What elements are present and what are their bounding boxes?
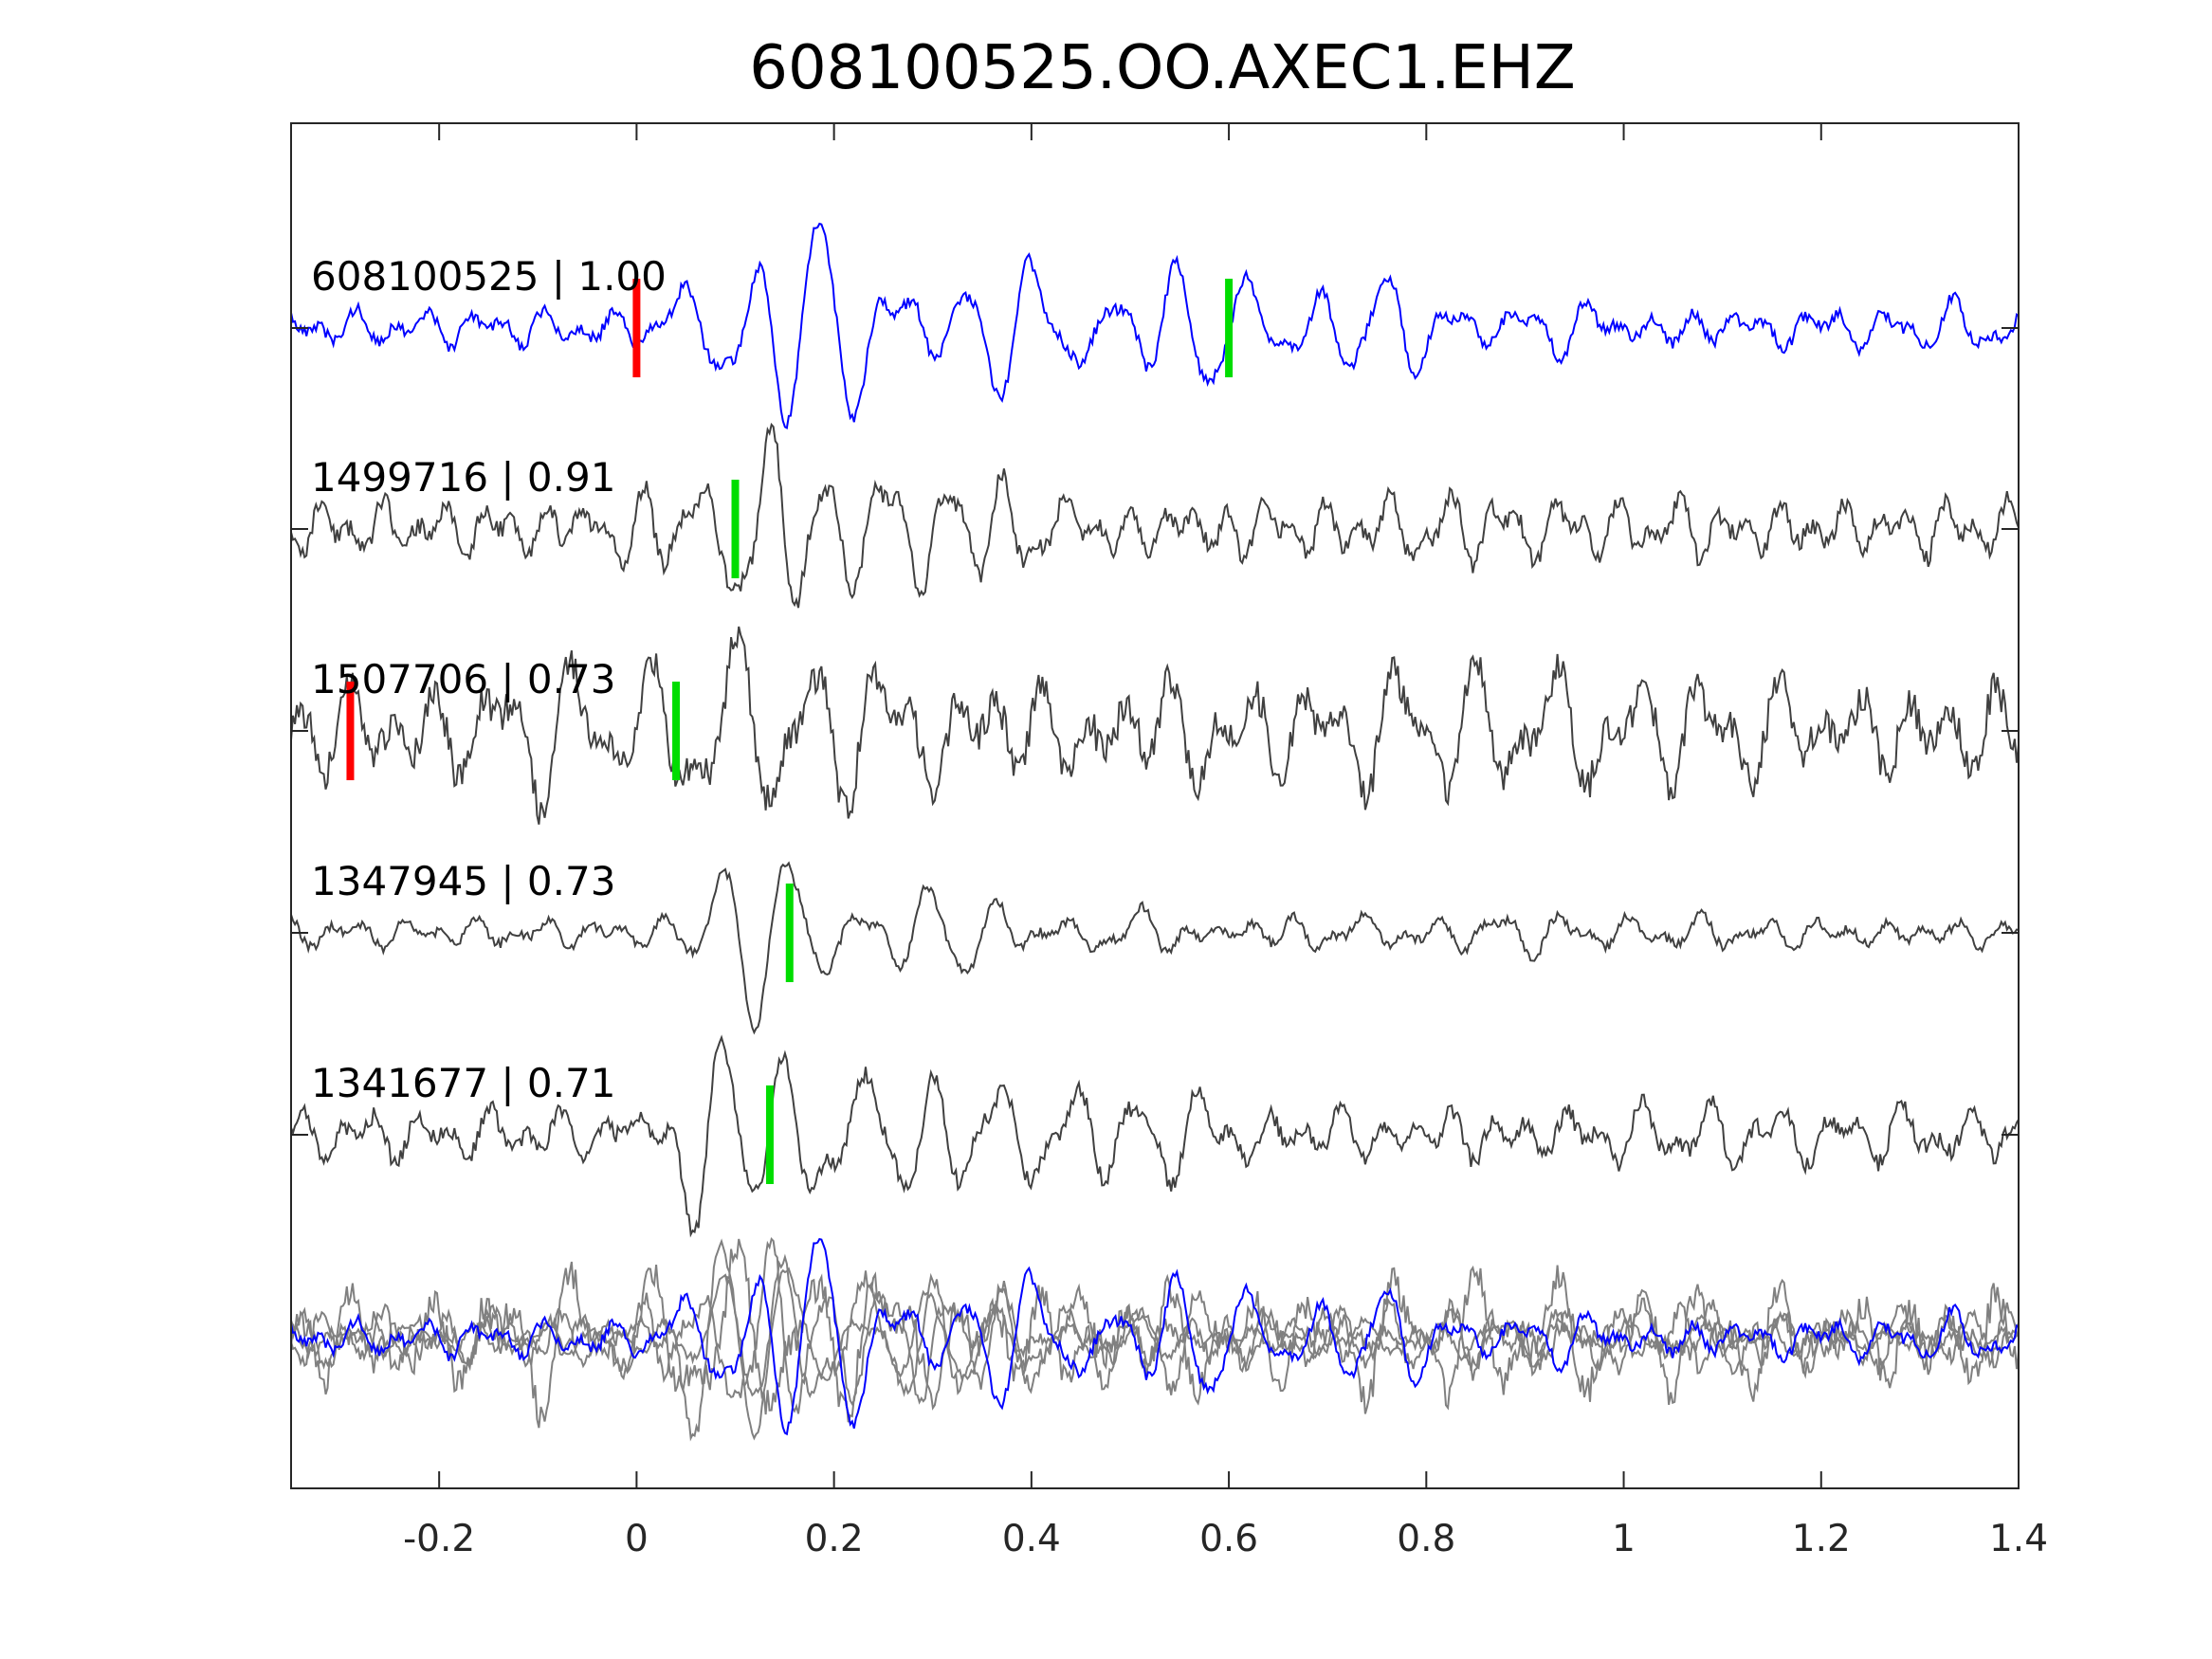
trace-label: 1507706 | 0.73 <box>311 656 615 702</box>
x-tick-label: 0.4 <box>1002 1518 1061 1560</box>
x-tick-label: 0 <box>625 1518 649 1560</box>
trace-1341677: 1341677 | 0.71 <box>290 1034 2020 1238</box>
trace-1347945: 1347945 | 0.73 <box>290 858 2020 1035</box>
trace-label: 1347945 | 0.73 <box>311 858 615 904</box>
trace-label: 608100525 | 1.00 <box>311 253 667 300</box>
x-tick-label: 0.8 <box>1397 1518 1455 1560</box>
waveform-line-1347945 <box>290 861 2020 1035</box>
trace-1507706: 1507706 | 0.73 <box>290 626 2020 825</box>
x-tick-label: 1 <box>1612 1518 1636 1560</box>
waveform-line-1341677 <box>290 1034 2020 1238</box>
x-tick-label: 1.4 <box>1989 1518 2048 1560</box>
trace-608100525: 608100525 | 1.00 <box>290 222 2020 429</box>
trace-1499716: 1499716 | 0.91 <box>290 422 2020 609</box>
trace-label: 1499716 | 0.91 <box>311 454 615 501</box>
x-tick-label: 0.6 <box>1199 1518 1258 1560</box>
waveform-line-1507706 <box>290 626 2020 825</box>
chart-title: 608100525.OO.AXEC1.EHZ <box>749 33 1576 103</box>
x-tick-label: 0.2 <box>805 1518 864 1560</box>
x-tick-label: 1.2 <box>1792 1518 1851 1560</box>
overlay-group <box>290 1236 2020 1442</box>
plot-area: 608100525 | 1.00 1499716 | 0.91 1507706 | … <box>290 222 2020 1442</box>
axes-box <box>290 122 2020 1489</box>
trace-label: 1341677 | 0.71 <box>311 1060 615 1106</box>
overlay-line-1507706 <box>290 1238 2020 1429</box>
overlay-line-608100525 <box>290 1237 2020 1436</box>
waveform-line-608100525 <box>290 222 2020 429</box>
waveform-line-1499716 <box>290 422 2020 609</box>
x-tick-label: -0.2 <box>403 1518 475 1560</box>
overlay-line-1341677 <box>290 1238 2020 1442</box>
x-axis: -0.2 0 0.2 0.4 0.6 0.8 1 1.2 1.4 <box>403 123 2048 1560</box>
